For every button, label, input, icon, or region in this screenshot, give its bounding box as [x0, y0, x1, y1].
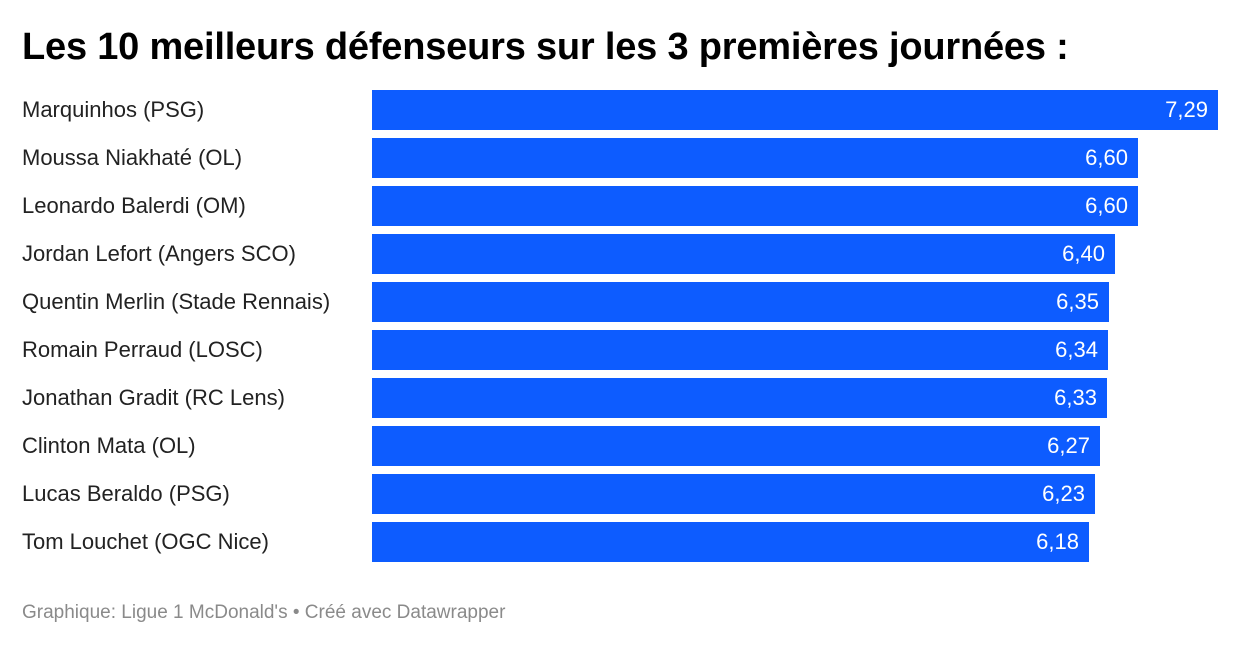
- chart-row: Clinton Mata (OL) 6,27: [0, 426, 1240, 466]
- bar: 6,18: [372, 522, 1089, 562]
- bar: 7,29: [372, 90, 1218, 130]
- footer-source: Graphique: Ligue 1 McDonald's: [22, 602, 288, 623]
- category-label: Tom Louchet (OGC Nice): [22, 529, 269, 554]
- category-label: Quentin Merlin (Stade Rennais): [22, 289, 331, 314]
- bar: 6,60: [372, 186, 1138, 226]
- chart-row: Jordan Lefort (Angers SCO) 6,40: [0, 234, 1240, 274]
- category-label: Marquinhos (PSG): [22, 97, 205, 122]
- chart-row: Jonathan Gradit (RC Lens) 6,33: [0, 378, 1240, 418]
- bar: 6,60: [372, 138, 1138, 178]
- bar-value-label: 6,33: [1054, 385, 1097, 410]
- bar-value-label: 6,27: [1047, 433, 1090, 458]
- chart-footer: Graphique: Ligue 1 McDonald's • Créé ave…: [22, 602, 505, 624]
- bar: 6,34: [372, 330, 1108, 370]
- category-label: Romain Perraud (LOSC): [22, 337, 263, 362]
- category-label: Lucas Beraldo (PSG): [22, 481, 230, 506]
- category-label: Jordan Lefort (Angers SCO): [22, 241, 296, 266]
- chart-row: Leonardo Balerdi (OM) 6,60: [0, 186, 1240, 226]
- bar-value-label: 6,18: [1036, 529, 1079, 554]
- chart-row: Moussa Niakhaté (OL) 6,60: [0, 138, 1240, 178]
- chart-row: Marquinhos (PSG) 7,29: [0, 90, 1240, 130]
- bar: 6,40: [372, 234, 1115, 274]
- chart-title: Les 10 meilleurs défenseurs sur les 3 pr…: [22, 26, 1069, 68]
- category-label: Moussa Niakhaté (OL): [22, 145, 243, 170]
- bar-value-label: 6,40: [1062, 241, 1105, 266]
- category-label: Leonardo Balerdi (OM): [22, 193, 246, 218]
- bar-value-label: 6,60: [1085, 193, 1128, 218]
- bar: 6,35: [372, 282, 1109, 322]
- bar-value-label: 6,35: [1056, 289, 1099, 314]
- bar-value-label: 7,29: [1165, 97, 1208, 122]
- footer-credit: Créé avec Datawrapper: [304, 602, 506, 623]
- category-label: Jonathan Gradit (RC Lens): [22, 385, 285, 410]
- bar: 6,33: [372, 378, 1107, 418]
- footer-separator: •: [292, 602, 300, 623]
- chart-row: Tom Louchet (OGC Nice) 6,18: [0, 522, 1240, 562]
- bar-value-label: 6,60: [1085, 145, 1128, 170]
- chart-row: Quentin Merlin (Stade Rennais) 6,35: [0, 282, 1240, 322]
- chart-row: Lucas Beraldo (PSG) 6,23: [0, 474, 1240, 514]
- category-label: Clinton Mata (OL): [22, 433, 196, 458]
- bar-chart: Marquinhos (PSG) 7,29 Moussa Niakhaté (OL)…: [0, 90, 1240, 564]
- chart-row: Romain Perraud (LOSC) 6,34: [0, 330, 1240, 370]
- bar: 6,27: [372, 426, 1100, 466]
- bar-value-label: 6,34: [1055, 337, 1098, 362]
- bar: 6,23: [372, 474, 1095, 514]
- bar-value-label: 6,23: [1042, 481, 1085, 506]
